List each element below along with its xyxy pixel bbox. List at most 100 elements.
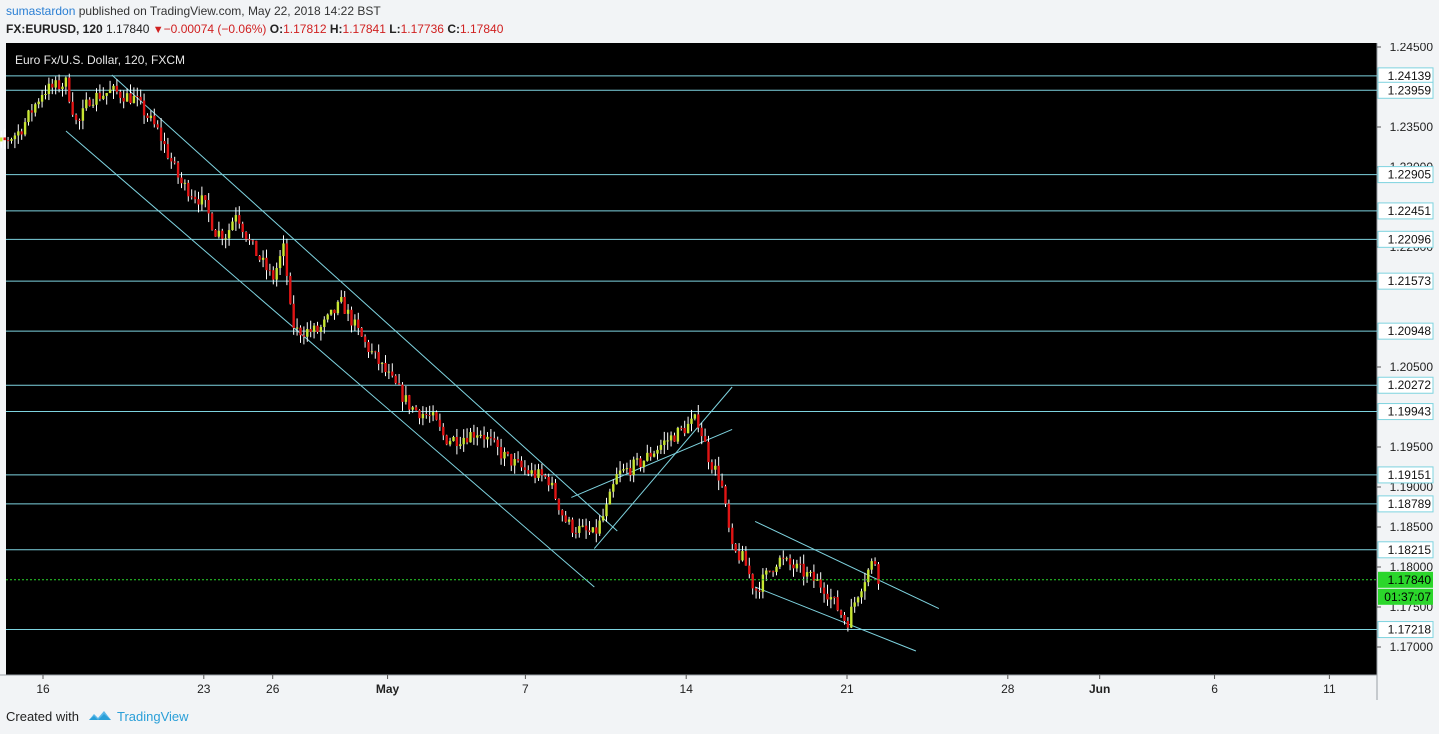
- candle-body: [496, 439, 499, 447]
- candle-body: [159, 127, 163, 142]
- level-label-text: 1.24139: [1388, 69, 1432, 83]
- level-label-box: [1377, 495, 1434, 513]
- candle-body: [30, 110, 34, 113]
- x-axis-ticks: 16 23 26 May 7 14 21 28 Jun 6 11: [36, 675, 1336, 696]
- candle-body: [588, 530, 591, 533]
- candle-body: [319, 327, 323, 332]
- candle-body: [261, 257, 265, 260]
- x-tick-label: 14: [680, 682, 694, 696]
- candle-body: [683, 428, 686, 434]
- level-label-text: 1.18789: [1388, 497, 1432, 511]
- candle-body: [61, 86, 64, 89]
- candle-body: [91, 104, 95, 106]
- y-tick-label: 1.18000: [1390, 560, 1434, 574]
- time-axis[interactable]: [0, 675, 1377, 700]
- x-tick-label: 6: [1211, 682, 1218, 696]
- candle-body: [74, 114, 78, 120]
- candle-body: [411, 407, 414, 410]
- candle-body: [652, 453, 656, 457]
- tradingview-link[interactable]: TradingView: [117, 709, 189, 724]
- candle-body: [238, 215, 241, 224]
- candle-body: [333, 309, 336, 314]
- price-chart[interactable]: 1.245001.235001.230001.220001.205001.195…: [0, 43, 1439, 700]
- candle-body: [870, 561, 873, 570]
- level-label-box: [1377, 166, 1434, 184]
- level-label-box: [1377, 621, 1434, 639]
- candle-body: [445, 435, 448, 445]
- candles: [0, 73, 880, 632]
- x-tick-label: 23: [197, 682, 211, 696]
- level-label-text: 1.18215: [1388, 543, 1432, 557]
- candle-body: [176, 162, 180, 178]
- candle-body: [71, 101, 74, 115]
- candle-body: [108, 89, 112, 93]
- candle-body: [493, 438, 496, 440]
- candle-body: [523, 467, 527, 471]
- candle-body: [285, 243, 289, 276]
- candle-body: [741, 551, 744, 561]
- candle-body: [846, 620, 850, 628]
- candle-body: [129, 93, 132, 104]
- plot-area[interactable]: [6, 43, 1377, 675]
- candle-body: [751, 574, 754, 589]
- last-price: 1.17840: [106, 22, 150, 36]
- candle-body: [853, 602, 856, 607]
- y-tick-label: 1.19000: [1390, 480, 1434, 494]
- level-label-text: 1.23959: [1388, 83, 1432, 97]
- candle-body: [132, 95, 136, 104]
- candle-body: [268, 270, 272, 272]
- candle-body: [809, 571, 812, 573]
- candle-body: [244, 232, 248, 240]
- level-label-box: [1377, 322, 1434, 340]
- candle-body: [292, 303, 295, 329]
- candle-body: [707, 441, 710, 463]
- candle-body: [68, 77, 71, 102]
- y-tick-label: 1.23500: [1390, 120, 1434, 134]
- channel-line: [754, 520, 940, 610]
- candle-body: [204, 195, 207, 201]
- candle-body: [669, 435, 673, 441]
- x-tick-label: 7: [522, 682, 529, 696]
- chart-title: Euro Fx/U.S. Dollar, 120, FXCM: [15, 53, 185, 67]
- candle-body: [601, 516, 605, 521]
- candle-body: [224, 238, 227, 240]
- author-link[interactable]: sumastardon: [6, 4, 76, 18]
- candle-body: [833, 597, 836, 599]
- candle-body: [656, 449, 659, 454]
- candle-body: [571, 519, 574, 533]
- candle-body: [591, 527, 595, 533]
- candle-body: [608, 491, 612, 505]
- candle-body: [690, 418, 693, 424]
- candle-body: [64, 77, 68, 87]
- candle-body: [6, 140, 10, 142]
- candle-body: [221, 230, 224, 239]
- candle-body: [187, 182, 190, 197]
- candle-body: [278, 256, 282, 269]
- candle-body: [346, 309, 350, 314]
- candle-body: [105, 92, 108, 96]
- candle-body: [819, 579, 822, 588]
- tradingview-logo-icon: [88, 708, 112, 729]
- candle-body: [557, 498, 561, 511]
- candle-body: [10, 139, 13, 141]
- candle-body: [673, 435, 676, 442]
- down-arrow-icon: ▼: [152, 24, 164, 36]
- candle-body: [836, 597, 839, 611]
- candle-body: [867, 569, 870, 583]
- candle-body: [88, 99, 91, 106]
- candle-body: [227, 230, 231, 239]
- candle-body: [207, 200, 210, 214]
- candle-body: [299, 327, 302, 336]
- candle-body: [510, 454, 513, 466]
- level-label-box: [1377, 466, 1434, 484]
- candle-body: [37, 101, 40, 105]
- candle-body: [81, 108, 85, 121]
- x-tick-label: 21: [840, 682, 854, 696]
- candle-body: [265, 257, 268, 271]
- candle-body: [754, 588, 758, 591]
- candle-body: [217, 230, 221, 237]
- candle-body: [394, 375, 397, 384]
- candle-body: [697, 414, 700, 428]
- x-tick-label: 11: [1323, 682, 1336, 696]
- candle-body: [618, 470, 622, 475]
